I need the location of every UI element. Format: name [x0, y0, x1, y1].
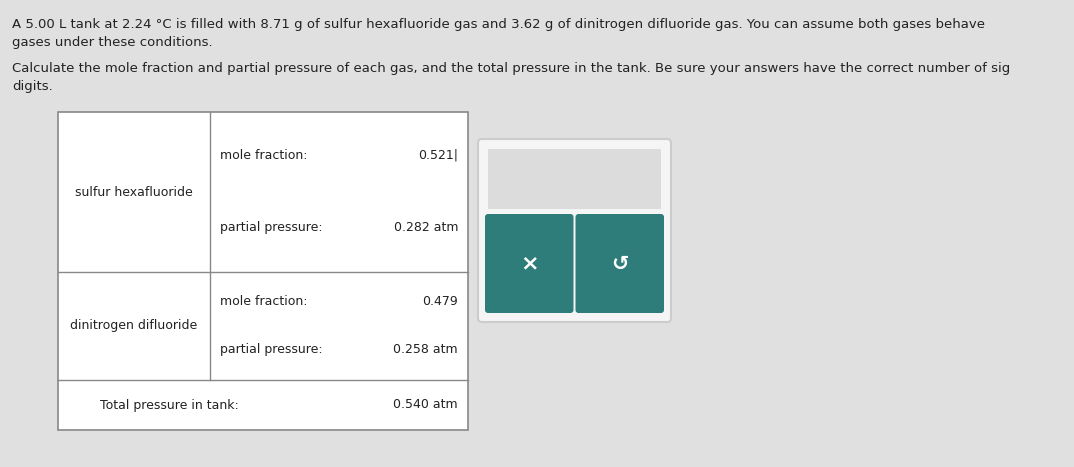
Bar: [488, 149, 661, 209]
FancyBboxPatch shape: [576, 214, 664, 313]
Text: □: □: [537, 166, 548, 176]
Text: partial pressure:: partial pressure:: [220, 221, 322, 234]
Text: ×10: ×10: [522, 176, 542, 186]
Bar: [58, 112, 468, 430]
Text: □: □: [500, 170, 519, 189]
Text: 0.258 atm: 0.258 atm: [393, 343, 458, 356]
Text: digits.: digits.: [12, 80, 53, 93]
Text: 0.540 atm: 0.540 atm: [393, 398, 458, 411]
FancyBboxPatch shape: [485, 214, 574, 313]
Text: 0.521|: 0.521|: [418, 149, 458, 162]
Text: 0.282 atm: 0.282 atm: [393, 221, 458, 234]
Text: ×: ×: [520, 254, 538, 274]
Text: sulfur hexafluoride: sulfur hexafluoride: [75, 185, 193, 198]
Text: gases under these conditions.: gases under these conditions.: [12, 36, 213, 49]
Text: mole fraction:: mole fraction:: [220, 295, 307, 308]
Text: partial pressure:: partial pressure:: [220, 343, 322, 356]
Text: dinitrogen difluoride: dinitrogen difluoride: [71, 319, 198, 333]
Text: Calculate the mole fraction and partial pressure of each gas, and the total pres: Calculate the mole fraction and partial …: [12, 62, 1011, 75]
Text: 0.479: 0.479: [422, 295, 458, 308]
FancyBboxPatch shape: [478, 139, 671, 322]
Text: Total pressure in tank:: Total pressure in tank:: [100, 398, 238, 411]
Text: mole fraction:: mole fraction:: [220, 149, 307, 162]
Text: ↺: ↺: [611, 254, 628, 274]
Text: A 5.00 L tank at 2.24 °C is filled with 8.71 g of sulfur hexafluoride gas and 3.: A 5.00 L tank at 2.24 °C is filled with …: [12, 18, 985, 31]
